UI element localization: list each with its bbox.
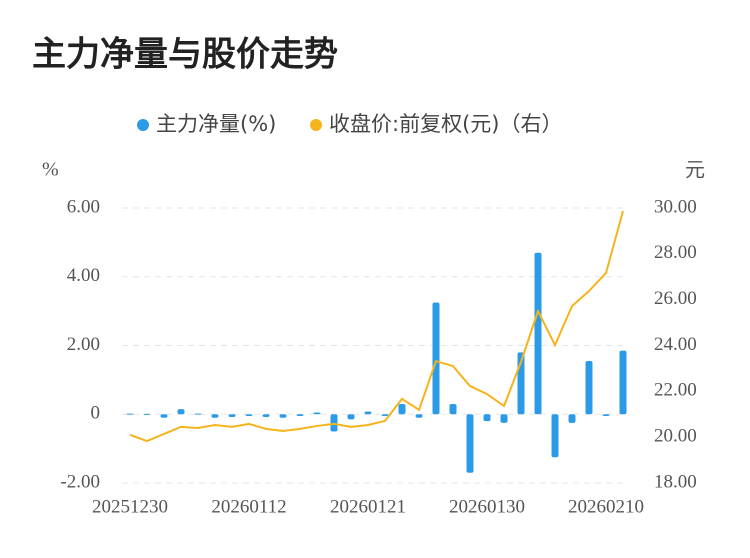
y2-tick-label: 24.00: [654, 334, 697, 355]
bar: [585, 360, 593, 415]
bar: [143, 413, 151, 415]
y2-tick-label: 20.00: [654, 426, 697, 447]
y2-tick-label: 18.00: [654, 471, 697, 492]
bar: [364, 411, 372, 415]
bar: [330, 414, 338, 432]
bar: [347, 414, 355, 420]
chart-title: 主力净量与股价走势: [32, 35, 338, 75]
bar: [551, 414, 559, 458]
bar: [534, 252, 542, 415]
bar: [126, 413, 134, 415]
y2-tick-label: 30.00: [654, 196, 697, 217]
bar: [415, 414, 423, 418]
bar: [449, 403, 457, 415]
x-tick-label: 20260210: [568, 496, 644, 517]
bar: [381, 414, 389, 416]
bar: [602, 414, 610, 416]
y-axis-label: %: [42, 159, 59, 181]
bar: [398, 403, 406, 415]
y-tick-label: -2.00: [60, 471, 100, 492]
bar: [619, 350, 627, 415]
bar: [568, 414, 576, 423]
y2-tick-label: 26.00: [654, 288, 697, 309]
legend-label: 收盘价:前复权(元)（右）: [329, 112, 562, 136]
bar: [313, 412, 321, 415]
bar: [262, 414, 270, 417]
legend-label: 主力净量(%): [156, 112, 276, 136]
x-tick-label: 20260130: [449, 496, 525, 517]
bar: [228, 414, 236, 417]
y-tick-label: 6.00: [67, 196, 100, 217]
bar: [466, 414, 474, 473]
legend-marker: [310, 119, 322, 131]
legend-marker: [137, 119, 149, 131]
x-tick-label: 20260112: [211, 496, 286, 517]
y-tick-label: 4.00: [67, 265, 100, 286]
bar: [160, 414, 168, 418]
y-tick-label: 0: [91, 403, 101, 424]
bar: [194, 413, 202, 415]
bar: [279, 414, 287, 418]
bar: [432, 302, 440, 415]
bar: [500, 414, 508, 423]
bar: [245, 414, 253, 416]
bar: [211, 414, 219, 418]
y2-axis-label: 元: [685, 158, 705, 182]
y-tick-label: 2.00: [67, 334, 100, 355]
bar: [296, 414, 304, 416]
bar: [177, 409, 185, 415]
x-tick-label: 20260121: [330, 496, 406, 517]
x-tick-label: 20251230: [92, 496, 168, 517]
y2-tick-label: 28.00: [654, 242, 697, 263]
price-line: [129, 210, 624, 443]
bar: [483, 414, 491, 422]
y2-tick-label: 22.00: [654, 380, 697, 401]
